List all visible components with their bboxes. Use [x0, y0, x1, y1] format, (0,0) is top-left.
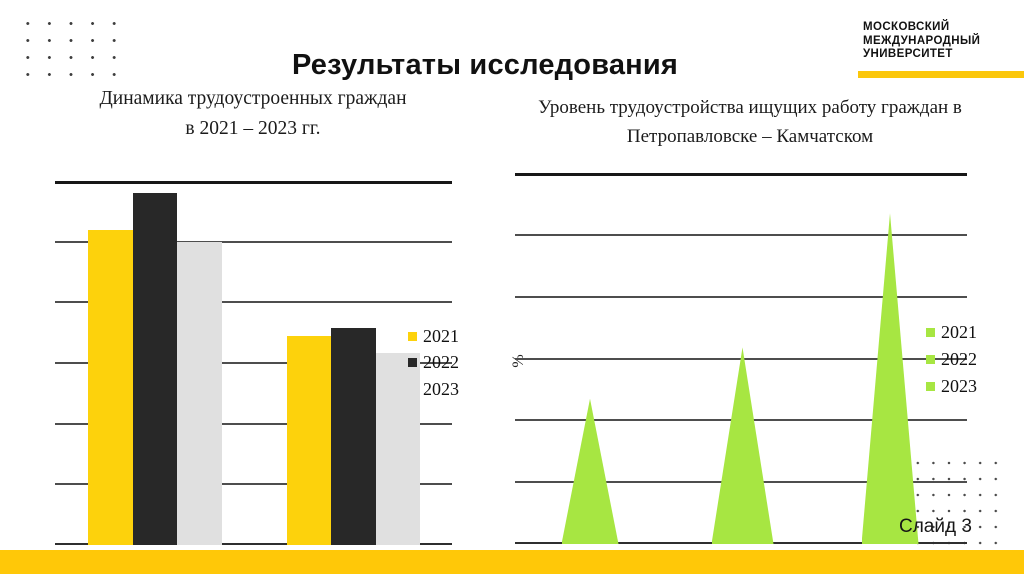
- gridline: [515, 173, 967, 176]
- left-chart-title-line-2: в 2021 – 2023 гг.: [185, 118, 321, 139]
- bar-2023-group1: [177, 241, 222, 545]
- gridline: [55, 483, 452, 486]
- legend-label: 2021: [423, 326, 459, 346]
- left-chart-title-line-1: Динамика трудоустроенных граждан: [99, 88, 407, 109]
- legend-item-2021: 2021: [408, 325, 459, 349]
- bar-2022-group1: [132, 193, 177, 545]
- logo-line-2: МЕЖДУНАРОДНЫЙ: [863, 34, 981, 47]
- legend-label: 2023: [423, 378, 459, 399]
- legend-label: 2021: [941, 322, 977, 342]
- logo-line-3: УНИВЕРСИТЕТ: [863, 48, 953, 60]
- gridline: [55, 543, 452, 545]
- legend-swatch: [408, 357, 417, 367]
- legend-label: 2022: [941, 349, 977, 369]
- gridline: [55, 181, 452, 184]
- right-chart-title-line-2: Петропавловске – Камчатском: [626, 126, 874, 147]
- legend-swatch: [926, 355, 935, 364]
- legend-swatch: [408, 332, 417, 341]
- legend-item-2023: 2023: [926, 375, 977, 399]
- legend-item-2023: 2023: [408, 377, 459, 401]
- triangle-2023: [861, 213, 919, 544]
- gridline: [515, 233, 967, 236]
- gridline: [55, 362, 452, 364]
- right-chart-title: Уровень трудоустройства ищущих работу гр…: [517, 93, 983, 151]
- decorative-dot-grid-bottom-right: [910, 455, 1005, 552]
- university-logo: МОСКОВСКИЙ МЕЖДУНАРОДНЫЙ УНИВЕРСИТЕТ: [863, 21, 980, 62]
- footer-accent-bar: [0, 550, 1024, 574]
- right-chart-title-line-1: Уровень трудоустройства ищущих работу гр…: [538, 97, 962, 118]
- bar-2022-group2: [331, 328, 376, 545]
- slide-title: Результаты исследования: [291, 49, 679, 82]
- legend-swatch: [926, 382, 935, 391]
- gridline: [55, 301, 452, 304]
- bar-2021-group1: [88, 229, 133, 545]
- legend-item-2022: 2022: [408, 350, 459, 374]
- left-chart-title: Динамика трудоустроенных граждан в 2021 …: [53, 84, 453, 144]
- legend-swatch: [408, 384, 417, 394]
- left-bar-chart-plot-area: 2021 2022 2023: [55, 181, 459, 545]
- slide-number: Слайд 3: [899, 516, 972, 537]
- logo-line-1: МОСКОВСКИЙ: [863, 21, 950, 33]
- gridline: [55, 240, 452, 243]
- legend-item-2021: 2021: [926, 321, 977, 345]
- bar-2021-group2: [286, 335, 331, 545]
- legend-item-2022: 2022: [926, 348, 977, 372]
- legend-label: 2022: [423, 351, 459, 372]
- gridline: [55, 422, 452, 425]
- triangle-2022: [711, 347, 774, 544]
- decorative-dot-grid-top-left: [17, 15, 126, 84]
- gridline: [515, 295, 967, 298]
- legend-swatch: [926, 328, 935, 337]
- legend-label: 2023: [941, 376, 977, 396]
- right-triangle-chart-plot-area: 2021 2022 2023: [515, 173, 977, 544]
- logo-underline-bar: [858, 71, 1024, 78]
